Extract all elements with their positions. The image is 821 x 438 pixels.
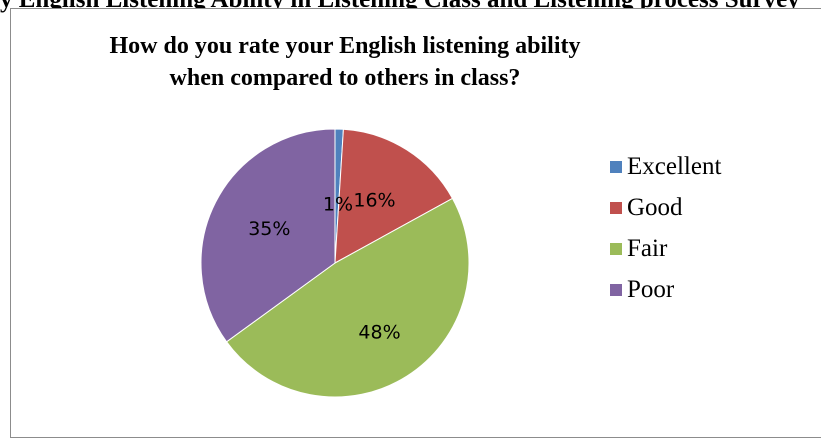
legend-item-fair: Fair <box>610 228 721 269</box>
pie-slices <box>200 128 470 398</box>
legend-label-poor: Poor <box>627 275 675 303</box>
data-label-good: 16% <box>353 189 395 211</box>
legend-swatch-excellent <box>610 160 622 173</box>
data-label-fair: 48% <box>358 322 400 344</box>
legend-label-fair: Fair <box>627 234 668 262</box>
legend-label-good: Good <box>627 193 683 221</box>
pie-chart: 1% 16% 48% 35% <box>200 128 470 398</box>
pie-slice-fair <box>225 197 470 398</box>
pie-slice-poor <box>200 128 336 343</box>
chart-title-line-1: How do you rate your English listening a… <box>109 33 581 59</box>
pie-slice-good <box>334 128 454 264</box>
legend-swatch-fair <box>610 242 622 255</box>
legend-item-good: Good <box>610 187 721 228</box>
legend-item-excellent: Excellent <box>610 146 721 187</box>
chart-title: How do you rate your English listening a… <box>95 30 595 94</box>
legend-label-excellent: Excellent <box>627 152 722 180</box>
data-label-poor: 35% <box>248 218 290 240</box>
chart-title-line-2: when compared to others in class? <box>169 65 521 91</box>
legend-swatch-good <box>610 201 622 214</box>
legend-item-poor: Poor <box>610 269 721 310</box>
legend: Excellent Good Fair Poor <box>610 146 721 310</box>
pie-data-labels: 1% 16% 48% 35% <box>248 189 400 343</box>
legend-swatch-poor <box>610 283 622 296</box>
data-label-excellent: 1% <box>323 194 353 216</box>
